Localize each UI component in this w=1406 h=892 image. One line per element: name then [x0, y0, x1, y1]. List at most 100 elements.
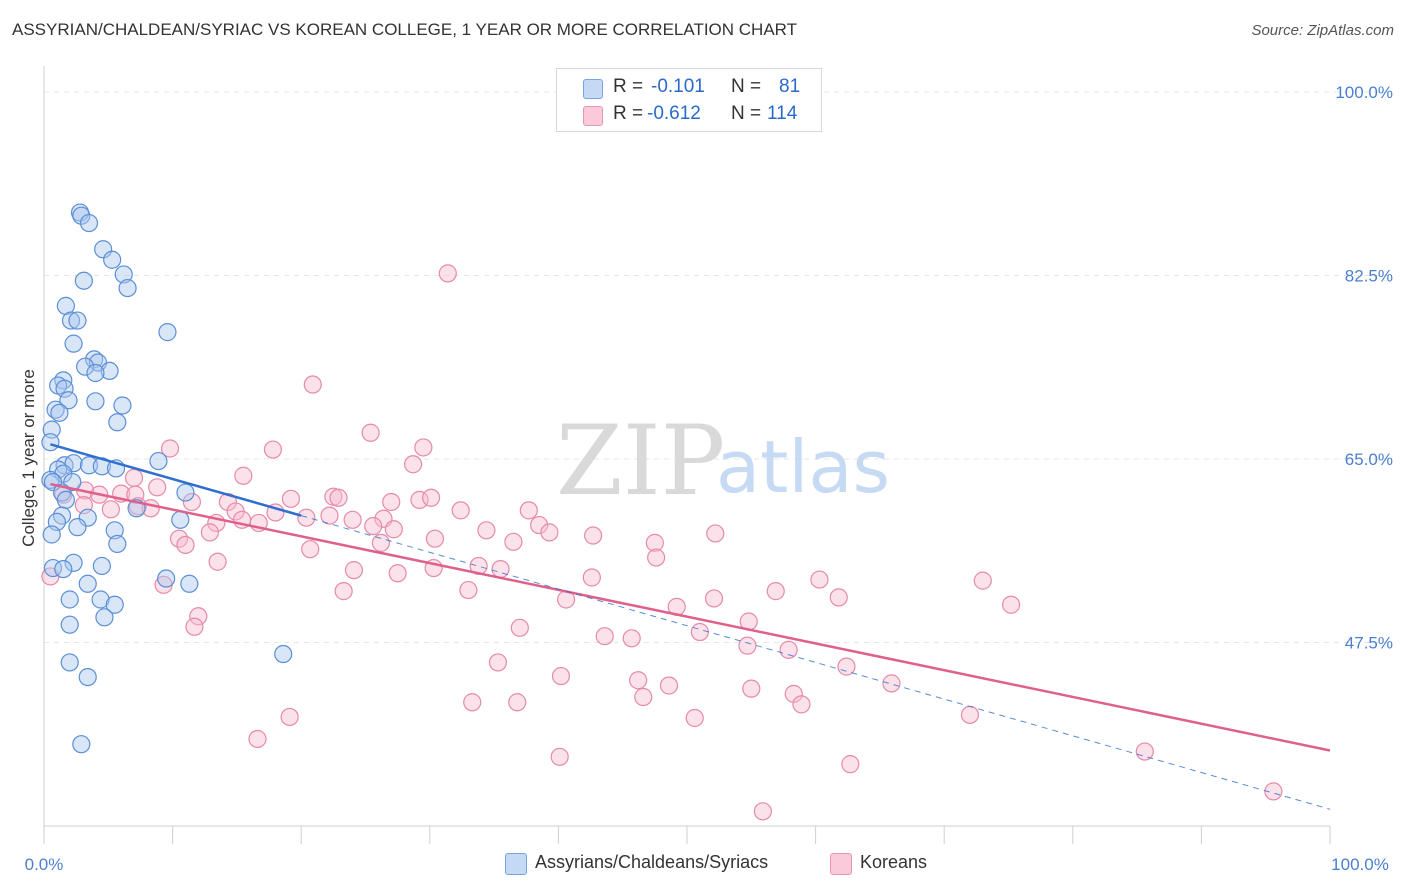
point-korean	[388, 564, 407, 583]
point-assyrian	[76, 357, 95, 376]
point-korean	[829, 588, 848, 607]
point-korean	[530, 515, 549, 535]
point-korean	[182, 492, 201, 512]
point-korean	[185, 617, 204, 636]
point-assyrian	[108, 534, 127, 554]
point-assyrian	[105, 521, 124, 540]
series-koreans	[41, 264, 1283, 821]
point-assyrian	[108, 413, 127, 432]
point-korean	[706, 524, 725, 543]
point-assyrian	[105, 595, 124, 614]
point-korean	[1135, 742, 1154, 761]
point-korean	[384, 520, 403, 539]
point-korean	[551, 666, 571, 686]
point-korean	[504, 532, 523, 551]
point-korean	[334, 582, 353, 601]
legend-r-value: -0.101	[651, 76, 705, 97]
point-assyrian	[158, 323, 177, 342]
point-korean	[414, 438, 433, 457]
point-korean	[124, 468, 144, 487]
point-korean	[841, 755, 860, 774]
legend-n-label: N =	[731, 76, 762, 97]
point-korean	[973, 571, 992, 590]
source-label: Source: ZipAtlas.com	[1251, 22, 1394, 39]
point-korean	[647, 548, 666, 567]
point-assyrian	[64, 553, 83, 572]
point-assyrian	[60, 590, 79, 609]
point-assyrian	[86, 392, 105, 411]
point-korean	[361, 423, 380, 442]
point-korean	[382, 492, 401, 512]
point-korean	[595, 627, 614, 646]
point-assyrian	[100, 361, 119, 381]
point-assyrian	[92, 556, 111, 576]
point-korean	[766, 582, 785, 601]
point-korean	[451, 501, 470, 520]
y-tick-label: 65.0%	[1345, 450, 1393, 469]
point-assyrian	[64, 334, 83, 353]
point-assyrian	[60, 615, 79, 634]
point-korean	[463, 693, 482, 712]
watermark-atlas: atlas	[716, 425, 890, 509]
point-korean	[519, 501, 538, 520]
point-korean	[160, 439, 180, 458]
point-korean	[659, 676, 679, 695]
point-assyrian	[74, 271, 93, 290]
point-korean	[488, 653, 508, 672]
y-tick-label: 100.0%	[1335, 83, 1393, 102]
point-korean	[148, 478, 167, 497]
point-korean	[410, 490, 429, 509]
trend-line-koreans	[50, 482, 1331, 752]
point-korean	[344, 561, 364, 580]
point-assyrian	[61, 311, 81, 330]
point-assyrian	[68, 518, 87, 537]
point-korean	[280, 707, 299, 727]
legend-n-value: 81	[779, 76, 801, 97]
point-assyrian	[54, 559, 73, 579]
point-korean	[248, 729, 267, 749]
point-assyrian	[79, 213, 99, 233]
watermark: ZIP atlas	[556, 405, 890, 517]
point-assyrian	[118, 278, 137, 298]
point-korean	[491, 559, 510, 579]
point-korean	[742, 679, 761, 698]
x-tick-label: 100.0%	[1331, 855, 1389, 874]
point-assyrian	[72, 735, 91, 754]
point-assyrian	[79, 456, 99, 475]
point-korean	[960, 705, 980, 724]
chart-title: ASSYRIAN/CHALDEAN/SYRIAC VS KOREAN COLLE…	[12, 20, 798, 39]
point-korean	[364, 516, 383, 536]
axes	[43, 66, 1331, 844]
point-korean	[582, 568, 601, 587]
trend-lines	[50, 443, 1331, 810]
point-korean	[263, 440, 283, 459]
point-korean	[477, 521, 496, 540]
point-korean	[882, 674, 901, 693]
point-korean	[189, 607, 208, 626]
point-assyrian	[72, 206, 91, 225]
point-assyrian	[78, 574, 97, 593]
point-assyrian	[42, 525, 61, 544]
point-assyrian	[176, 483, 195, 502]
point-assyrian	[56, 490, 75, 509]
point-assyrian	[114, 265, 133, 284]
point-korean	[343, 510, 362, 529]
point-korean	[1264, 782, 1283, 801]
point-korean	[704, 589, 724, 608]
x-tick-label: 0.0%	[25, 855, 64, 874]
point-korean	[320, 506, 339, 525]
legend-r-value: -0.612	[647, 103, 701, 124]
point-korean	[810, 570, 829, 589]
trend-line-assyrians	[50, 443, 302, 517]
point-korean	[126, 485, 145, 504]
point-korean	[622, 629, 641, 648]
point-korean	[510, 618, 529, 637]
point-korean	[837, 657, 856, 676]
point-korean	[303, 375, 322, 394]
point-assyrian	[94, 240, 113, 259]
point-korean	[508, 693, 527, 712]
point-korean	[1001, 595, 1021, 614]
point-assyrian	[68, 311, 87, 330]
y-tick-label: 82.5%	[1345, 266, 1393, 285]
point-assyrian	[86, 363, 105, 383]
